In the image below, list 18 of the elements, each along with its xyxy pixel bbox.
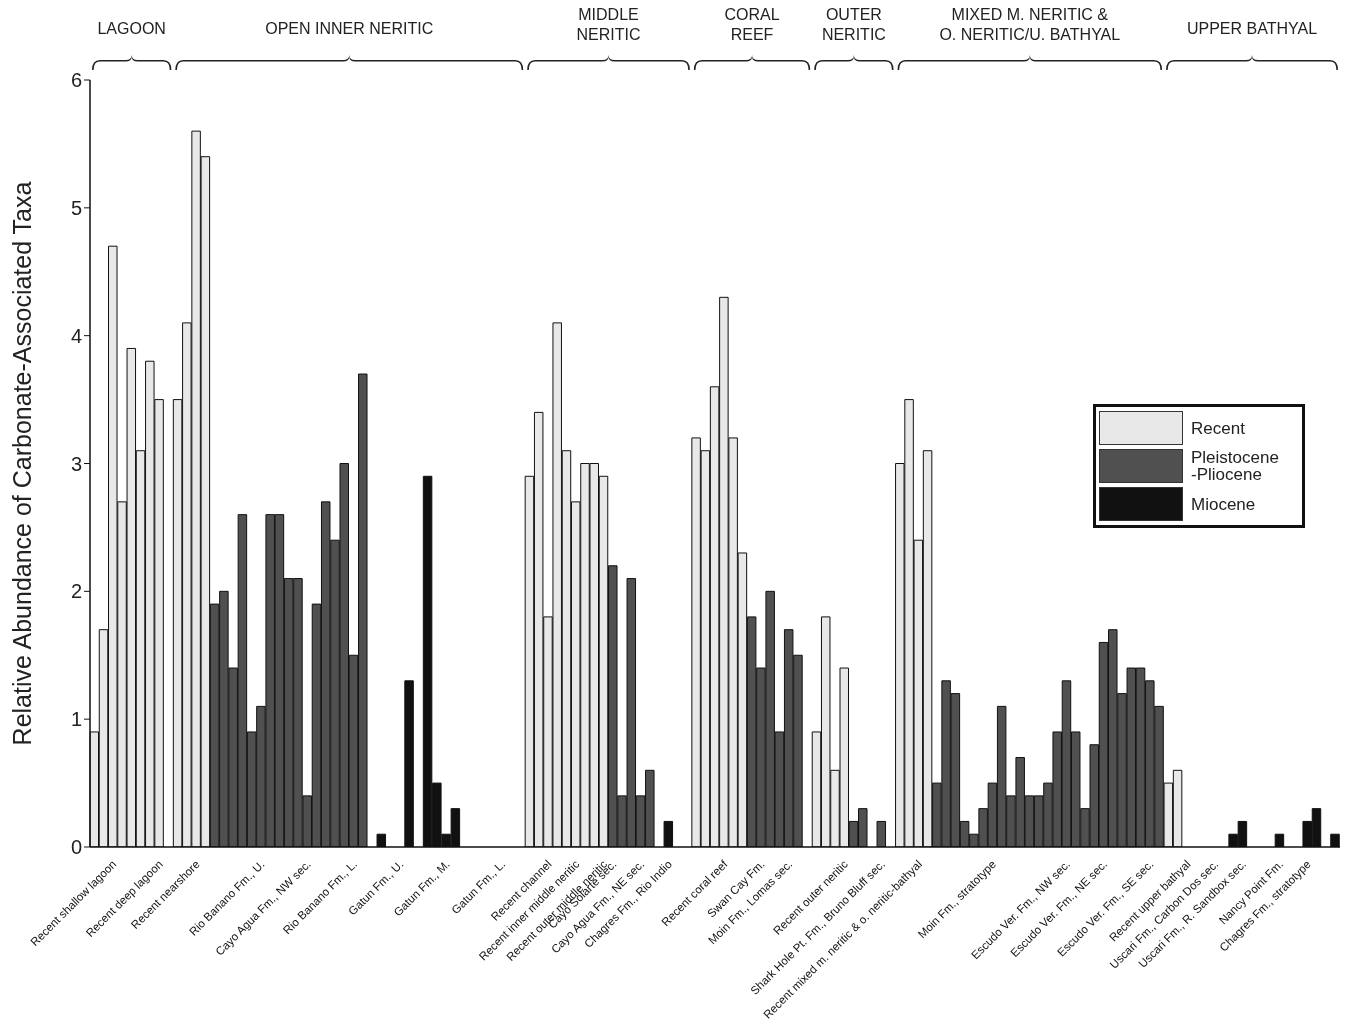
legend-label: Miocene	[1191, 494, 1256, 514]
y-tick-label: 0	[70, 836, 82, 859]
text: CORAL REEF	[724, 6, 780, 43]
text: MIDDLE NERITIC	[576, 6, 641, 43]
text: UPPER BATHYAL	[1186, 20, 1318, 37]
y-tick-label: 3	[70, 452, 82, 475]
y-tick-label: 6	[70, 69, 82, 92]
legend-label: Recent	[1191, 418, 1245, 438]
legend-label: Pleistocene -Pliocene	[1191, 448, 1279, 484]
y-tick-label: 5	[70, 196, 82, 219]
text: OUTER NERITIC	[821, 6, 886, 43]
text: LAGOON	[97, 20, 166, 37]
text: MIXED M. NERITIC & O. NERITIC/U. BATHYAL	[939, 6, 1121, 43]
y-tick-label: 1	[70, 708, 82, 731]
text: OPEN INNER NERITIC	[265, 20, 434, 37]
y-tick-label: 4	[70, 324, 82, 347]
y-axis-title: Relative Abundance of Carbonate-Associated Taxa	[7, 181, 36, 746]
y-tick-label: 2	[70, 580, 82, 603]
